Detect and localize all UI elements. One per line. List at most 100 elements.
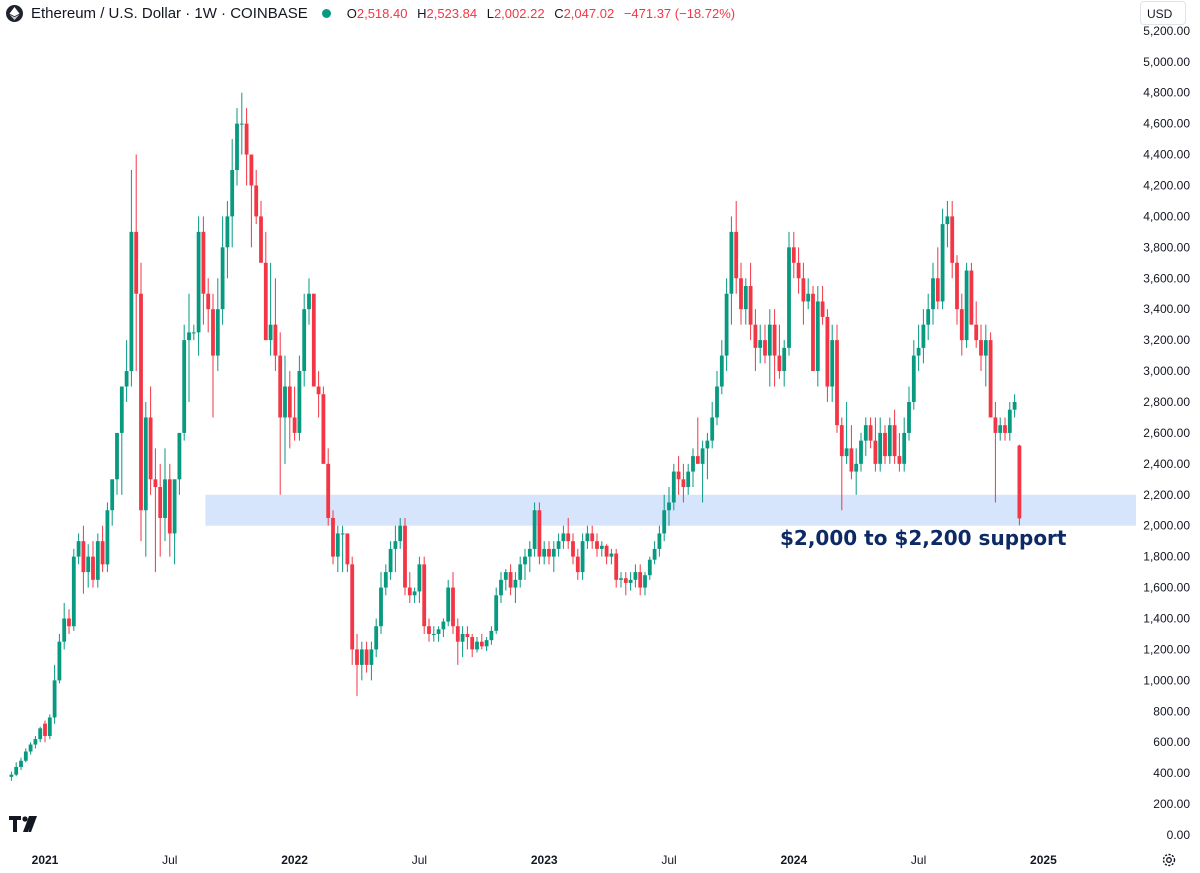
- y-tick-label: 3,800.00: [1143, 240, 1190, 254]
- candle-body: [321, 394, 326, 464]
- candle-body: [407, 587, 412, 596]
- candle-body: [335, 533, 340, 557]
- candle: [369, 641, 374, 681]
- y-tick-label: 3,600.00: [1143, 271, 1190, 285]
- candle: [115, 432, 119, 495]
- candle: [595, 533, 599, 557]
- candle-body: [465, 633, 470, 638]
- candle: [585, 525, 590, 549]
- candle-body: [302, 309, 307, 372]
- x-tick-label: 2021: [32, 853, 59, 867]
- y-tick-label: 2,000.00: [1143, 519, 1190, 533]
- candle-body: [494, 595, 499, 631]
- candle-body: [868, 425, 873, 441]
- candle: [508, 564, 513, 596]
- candle: [532, 502, 537, 557]
- candle: [307, 278, 311, 325]
- candle: [897, 432, 902, 472]
- candle: [758, 324, 763, 364]
- candle: [705, 432, 710, 480]
- candle-body: [38, 728, 43, 740]
- candle: [854, 448, 859, 495]
- candle: [796, 247, 801, 294]
- y-tick-label: 0.00: [1167, 828, 1191, 842]
- candle-body: [662, 510, 667, 534]
- candle: [628, 572, 633, 591]
- candlestick-series: [9, 92, 1022, 781]
- candle-body: [263, 262, 268, 341]
- candle: [849, 425, 854, 480]
- candle-body: [609, 553, 614, 557]
- candle-body: [623, 578, 628, 583]
- candle: [695, 417, 700, 464]
- symbol-title[interactable]: Ethereum / U.S. Dollar · 1W · COINBASE: [31, 4, 308, 22]
- candle: [287, 371, 292, 449]
- candle: [777, 324, 782, 379]
- candle-body: [33, 739, 38, 745]
- candle-body: [1007, 409, 1012, 433]
- candle-body: [566, 533, 571, 542]
- x-tick-label: Jul: [412, 853, 427, 867]
- candle-body: [124, 371, 129, 387]
- candle: [422, 556, 427, 634]
- candle: [355, 633, 359, 696]
- close-label: C: [554, 5, 564, 21]
- x-tick-label: Jul: [911, 853, 926, 867]
- candle-body: [76, 541, 81, 557]
- candle: [811, 285, 815, 372]
- candle-body: [134, 231, 139, 294]
- candle: [148, 386, 153, 495]
- candle: [547, 541, 551, 565]
- candle: [926, 293, 931, 341]
- settings-gear-icon[interactable]: [1161, 852, 1177, 873]
- candle: [883, 425, 887, 464]
- candle: [715, 371, 719, 426]
- candle-body: [225, 216, 230, 248]
- currency-selector[interactable]: USD: [1140, 1, 1186, 25]
- candle-body: [201, 231, 206, 294]
- y-tick-label: 600.00: [1153, 735, 1190, 749]
- y-tick-label: 4,400.00: [1143, 148, 1190, 162]
- candle: [739, 262, 743, 325]
- candle: [729, 216, 734, 325]
- candle: [100, 525, 105, 573]
- y-tick-label: 200.00: [1153, 797, 1190, 811]
- candle: [278, 332, 283, 495]
- candle-body: [974, 324, 979, 341]
- candle: [710, 401, 715, 449]
- candle-body: [993, 417, 998, 433]
- y-tick-label: 1,000.00: [1143, 673, 1190, 687]
- candle: [119, 386, 124, 495]
- candle-body: [417, 564, 422, 592]
- candle: [719, 340, 724, 395]
- candle-body: [119, 386, 124, 433]
- candle-body: [988, 340, 993, 418]
- candle-body: [62, 618, 67, 642]
- candle: [527, 541, 532, 573]
- candle: [806, 278, 811, 310]
- candle: [566, 517, 571, 549]
- candle-body: [887, 425, 892, 457]
- time-axis[interactable]: 2021 Jul 2022 Jul 2023 Jul 2024 Jul 2025: [32, 853, 1057, 867]
- candle: [753, 309, 758, 372]
- x-tick-label: Jul: [661, 853, 676, 867]
- tradingview-logo-icon[interactable]: [9, 816, 41, 839]
- x-tick-label: 2023: [531, 853, 558, 867]
- candle: [196, 216, 201, 356]
- candle: [667, 487, 671, 526]
- candle: [441, 618, 446, 638]
- candle: [940, 208, 945, 310]
- price-axis[interactable]: 0.00 200.00 400.00 600.00 800.00 1,000.00 1,20…: [1143, 24, 1190, 842]
- candle-body: [235, 123, 239, 171]
- candle-body: [719, 355, 724, 387]
- candle: [475, 637, 479, 653]
- candle-body: [628, 579, 633, 583]
- candle: [700, 440, 705, 503]
- candle: [431, 626, 436, 642]
- candle: [28, 742, 33, 755]
- candle-body: [926, 309, 931, 325]
- candle-body: [311, 293, 316, 387]
- candle: [393, 525, 398, 573]
- candle-body: [316, 386, 321, 395]
